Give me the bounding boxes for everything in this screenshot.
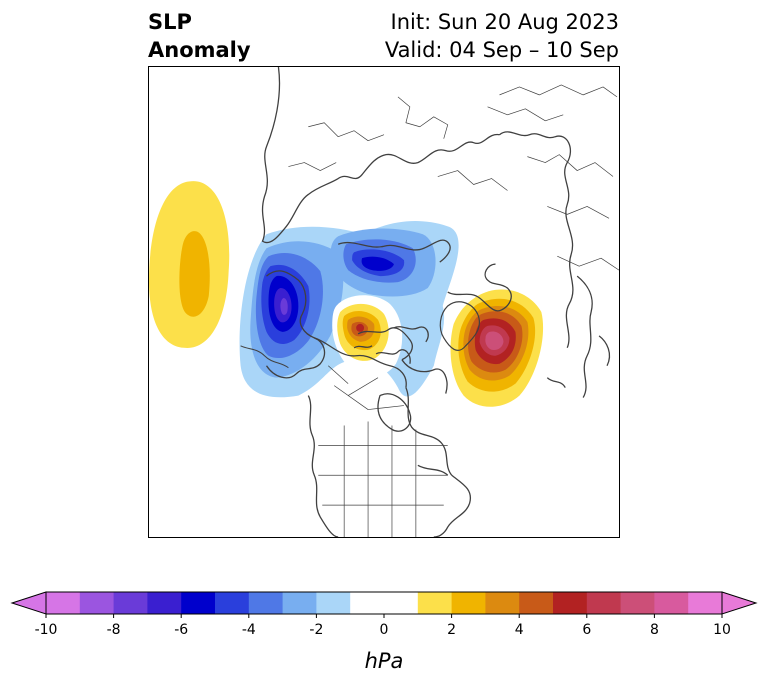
colorbar-bin bbox=[350, 592, 385, 614]
colorbar-bin bbox=[316, 592, 351, 614]
colorbar-tick-label: 2 bbox=[447, 622, 456, 638]
colorbar-bin bbox=[79, 592, 115, 614]
atlantic-high-anomaly bbox=[450, 289, 544, 407]
map-title: SLP Anomaly bbox=[148, 8, 251, 64]
colorbar-bin bbox=[215, 592, 250, 614]
colorbar-bin bbox=[282, 592, 317, 614]
colorbar-bin bbox=[113, 592, 148, 614]
colorbar-tick-label: -2 bbox=[309, 622, 323, 638]
colorbar-bin bbox=[248, 592, 284, 614]
colorbar-bin bbox=[553, 592, 588, 614]
anomaly-map bbox=[149, 67, 619, 537]
arctic-low-anomaly bbox=[239, 221, 459, 398]
colorbar-tick-label: 0 bbox=[380, 622, 389, 638]
colorbar-unit-label: hPa bbox=[365, 649, 404, 673]
colorbar-graphic: -10 -8 -6 -4 -2 0 2 4 6 8 10 hPa bbox=[10, 591, 758, 673]
pacific-high-anomaly bbox=[149, 181, 230, 349]
colorbar-extend-high bbox=[721, 591, 758, 615]
colorbar-ticks: -10 -8 -6 -4 -2 0 2 4 6 8 10 bbox=[35, 614, 731, 638]
colorbar-tick-label: -6 bbox=[174, 622, 188, 638]
colorbar-tick-label: -10 bbox=[35, 622, 58, 638]
colorbar-extend-low bbox=[10, 591, 47, 615]
colorbar-bin bbox=[519, 592, 554, 614]
colorbar-bin bbox=[384, 592, 419, 614]
colorbar-bin bbox=[688, 592, 723, 614]
beaufort-high-anomaly bbox=[332, 295, 403, 378]
colorbar-bin bbox=[485, 592, 520, 614]
colorbar-bin bbox=[620, 592, 655, 614]
colorbar-bin bbox=[451, 592, 486, 614]
title-line-1: SLP bbox=[148, 10, 192, 34]
colorbar-tick-label: 8 bbox=[650, 622, 659, 638]
title-line-2: Anomaly bbox=[148, 38, 251, 62]
colorbar-bin bbox=[586, 592, 622, 614]
colorbar-tick-label: -8 bbox=[107, 622, 121, 638]
colorbar: -10 -8 -6 -4 -2 0 2 4 6 8 10 hPa bbox=[0, 588, 768, 688]
colorbar-tick-label: 4 bbox=[515, 622, 524, 638]
map-panel bbox=[148, 66, 620, 538]
colorbar-bin bbox=[417, 592, 453, 614]
valid-range: Valid: 04 Sep – 10 Sep bbox=[384, 38, 619, 62]
colorbar-bin bbox=[181, 592, 216, 614]
colorbar-bin bbox=[46, 592, 81, 614]
colorbar-tick-label: 6 bbox=[582, 622, 591, 638]
colorbar-bin bbox=[654, 592, 689, 614]
forecast-info: Init: Sun 20 Aug 2023 Valid: 04 Sep – 10… bbox=[385, 8, 619, 64]
colorbar-bins bbox=[10, 591, 758, 615]
colorbar-bin bbox=[147, 592, 182, 614]
colorbar-tick-label: 10 bbox=[713, 622, 731, 638]
colorbar-tick-label: -4 bbox=[242, 622, 256, 638]
init-date: Init: Sun 20 Aug 2023 bbox=[390, 10, 619, 34]
coastlines bbox=[240, 67, 619, 537]
